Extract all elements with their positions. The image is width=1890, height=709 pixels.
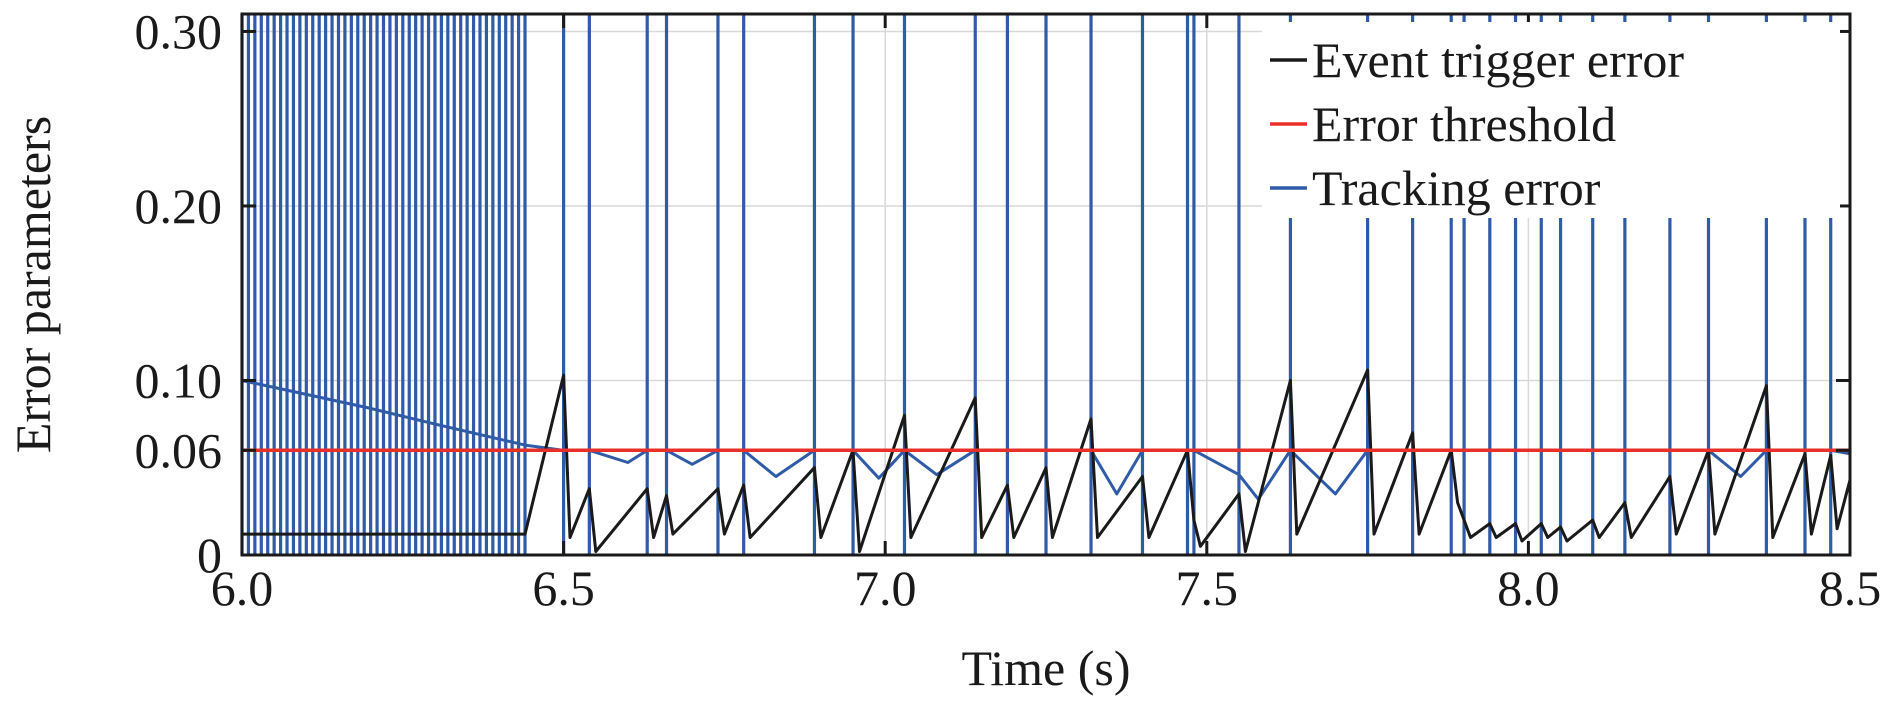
y-tick-label-0: 0	[197, 527, 222, 583]
legend-label-tracking-error: Tracking error	[1312, 160, 1601, 216]
x-tick-label-6-5: 6.5	[532, 560, 595, 616]
x-axis-label: Time (s)	[961, 640, 1130, 696]
legend-box	[1262, 22, 1840, 218]
series-lines	[241, 368, 1852, 553]
series-line-event-trigger-error	[242, 368, 1852, 553]
y-tick-label-0-10: 0.10	[135, 352, 223, 408]
y-axis-label: Error parameters	[5, 116, 61, 453]
y-tick-label-0-06: 0.06	[135, 422, 223, 478]
legend-label-event-trigger-error: Event trigger error	[1312, 32, 1684, 88]
axis-ticks: 6.0 6.5 7.0 7.5 8.0 8.5 0 0.06 0.10 0.20 0.30	[135, 3, 1882, 616]
x-tick-label-7-0: 7.0	[854, 560, 917, 616]
legend: Event trigger error Error threshold Tracki…	[1262, 22, 1840, 218]
x-tick-label-6-0: 6.0	[211, 560, 274, 616]
y-tick-label-0-30: 0.30	[135, 3, 223, 59]
x-tick-label-8-0: 8.0	[1497, 560, 1560, 616]
plot-frame	[240, 12, 1852, 557]
y-tick-label-0-20: 0.20	[135, 178, 223, 234]
legend-label-error-threshold: Error threshold	[1312, 96, 1616, 152]
x-tick-label-8-5: 8.5	[1819, 560, 1882, 616]
x-tick-label-7-5: 7.5	[1176, 560, 1239, 616]
